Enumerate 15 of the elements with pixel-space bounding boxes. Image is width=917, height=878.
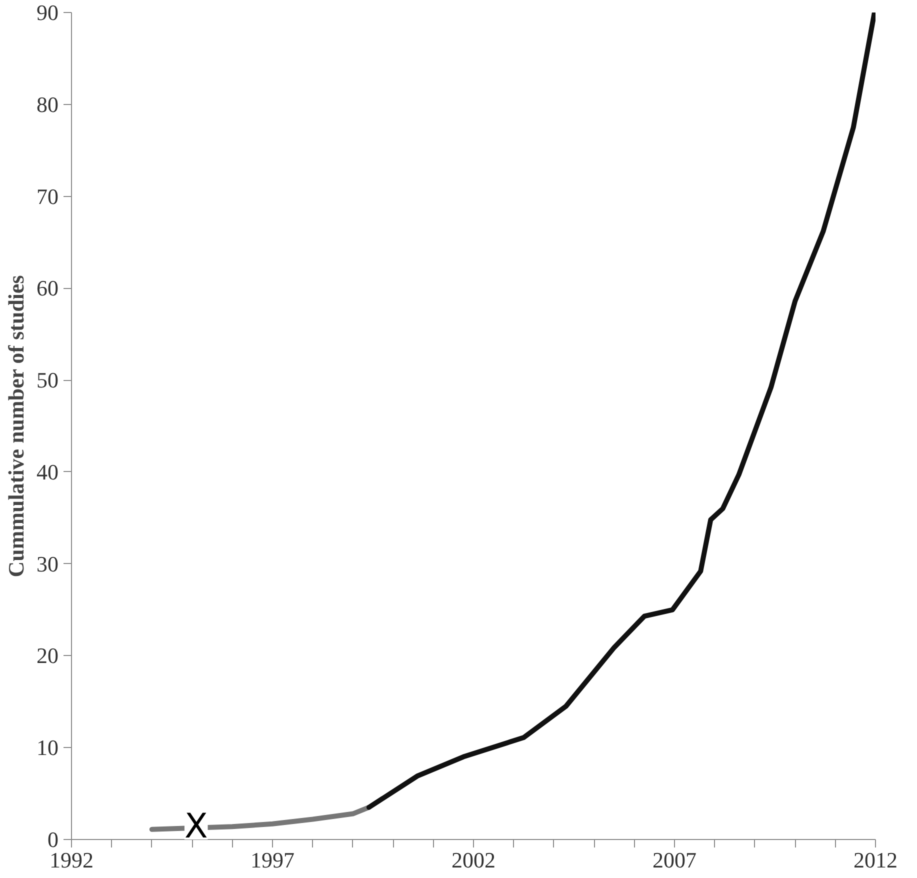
y-tick-label: 30 xyxy=(36,551,58,576)
y-tick-label: 80 xyxy=(36,92,58,117)
x-tick-label: 1997 xyxy=(250,848,294,872)
y-tick-label: 40 xyxy=(36,459,58,484)
annotation: X xyxy=(184,806,208,847)
y-tick-label: 20 xyxy=(36,643,58,668)
x-tick-label: 2007 xyxy=(652,848,696,872)
y-tick-label: 60 xyxy=(36,276,58,301)
y-tick-label: 90 xyxy=(36,0,58,25)
y-axis-title: Cummulative number of studies xyxy=(4,274,28,578)
x-tick-label: 2002 xyxy=(452,848,496,872)
y-tick-label: 70 xyxy=(36,184,58,209)
y-tick-label: 50 xyxy=(36,368,58,393)
y-tick-label: 10 xyxy=(36,735,58,760)
x-tick-label: 2012 xyxy=(854,848,898,872)
